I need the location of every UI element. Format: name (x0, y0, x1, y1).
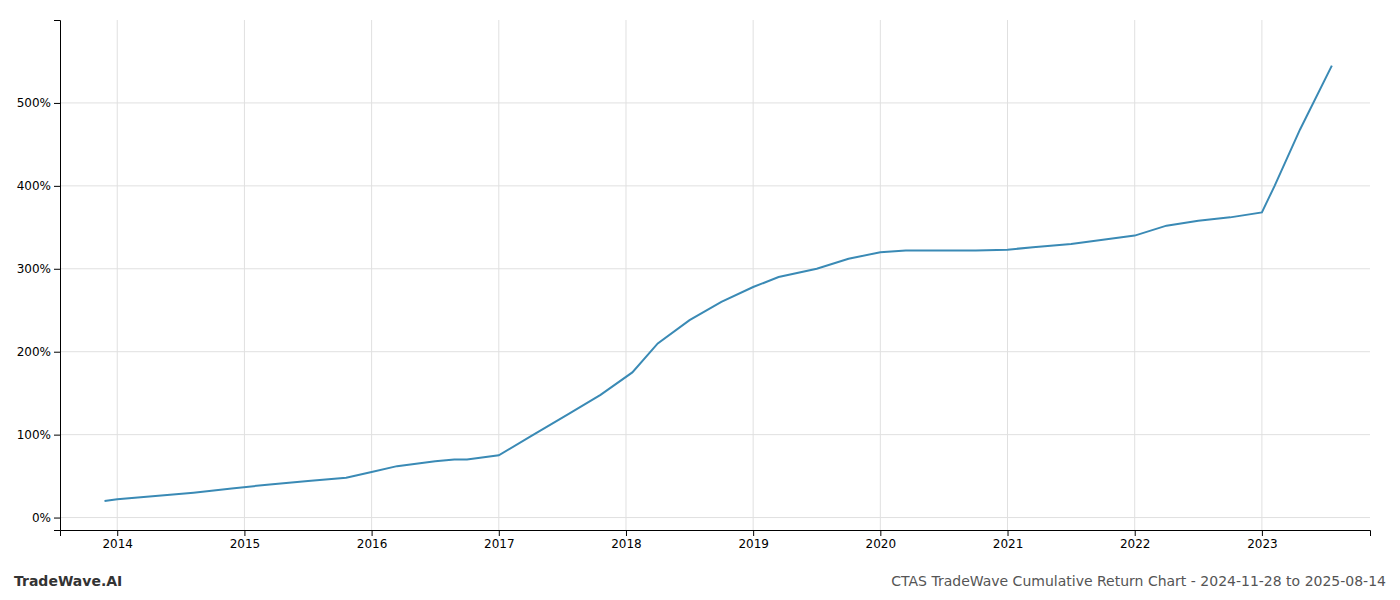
tick-mark (54, 269, 60, 270)
grid-line (60, 434, 1370, 435)
tick: 100% (17, 428, 60, 442)
tick-label: 2016 (357, 537, 388, 551)
grid-line (60, 185, 1370, 186)
tick-label: 300% (17, 262, 51, 276)
tick: 2023 (1247, 530, 1278, 551)
grid-line (1261, 20, 1262, 530)
tick: 2016 (357, 530, 388, 551)
grid-line (498, 20, 499, 530)
y-axis: 0% 100% 200% 300% 400% 500% (17, 21, 61, 531)
watermark: TradeWave.AI (14, 573, 122, 589)
tick-mark (626, 530, 627, 536)
tick-label: 0% (32, 511, 51, 525)
tick-label: 2023 (1247, 537, 1278, 551)
grid-line (625, 20, 626, 530)
tick: 2018 (611, 530, 642, 551)
tick-mark (1008, 530, 1009, 536)
tick-mark (54, 103, 60, 104)
tick-label: 100% (17, 428, 51, 442)
tick: 0% (32, 511, 60, 525)
grid-line (1007, 20, 1008, 530)
chart: 2014 2015 2016 2017 2018 2019 2020 2021 2022 2023… (0, 0, 1400, 600)
tick-mark (499, 530, 500, 536)
grid-line (60, 268, 1370, 269)
line (105, 66, 1332, 501)
grid-line (753, 20, 754, 530)
tick: 500% (17, 96, 60, 110)
tick-mark (54, 435, 60, 436)
tick-label: 2020 (866, 537, 897, 551)
grid-line (880, 20, 881, 530)
axis-line (54, 21, 61, 531)
x-axis: 2014 2015 2016 2017 2018 2019 2020 2021 2022 2023 (61, 530, 1371, 551)
tick-label: 2014 (102, 537, 133, 551)
tick: 2022 (1120, 530, 1151, 551)
tick-mark (244, 530, 245, 536)
tick: 300% (17, 262, 60, 276)
tick-label: 2021 (993, 537, 1024, 551)
tick: 2020 (866, 530, 897, 551)
axis-line (61, 531, 1371, 537)
grid-line (60, 102, 1370, 103)
grid-line (60, 517, 1370, 518)
grid-line (371, 20, 372, 530)
tick-label: 2019 (738, 537, 769, 551)
tick-label: 2015 (230, 537, 261, 551)
tick-mark (54, 186, 60, 187)
tick: 2014 (102, 530, 133, 551)
grid (60, 20, 1370, 530)
marks (105, 66, 1332, 501)
title: CTAS TradeWave Cumulative Return Chart -… (891, 573, 1386, 589)
tick: 400% (17, 179, 60, 193)
tick-mark (54, 518, 60, 519)
tick-mark (1135, 530, 1136, 536)
plot: 2014 2015 2016 2017 2018 2019 2020 2021 2022 2023… (17, 20, 1371, 551)
tick-mark (753, 530, 754, 536)
tick-mark (1262, 530, 1263, 536)
grid-line (244, 20, 245, 530)
tick-label: 2018 (611, 537, 642, 551)
tick-label: 2022 (1120, 537, 1151, 551)
tick-mark (117, 530, 118, 536)
tick-mark (880, 530, 881, 536)
tick: 2021 (993, 530, 1024, 551)
tick: 2019 (738, 530, 769, 551)
tick: 200% (17, 345, 60, 359)
tick-label: 400% (17, 179, 51, 193)
grid-line (60, 351, 1370, 352)
tick: 2017 (484, 530, 515, 551)
grid-line (117, 20, 118, 530)
tick-mark (372, 530, 373, 536)
tick: 2015 (230, 530, 261, 551)
tick-label: 2017 (484, 537, 515, 551)
grid-line (1134, 20, 1135, 530)
tick-label: 500% (17, 96, 51, 110)
tick-label: 200% (17, 345, 51, 359)
tick-mark (54, 352, 60, 353)
